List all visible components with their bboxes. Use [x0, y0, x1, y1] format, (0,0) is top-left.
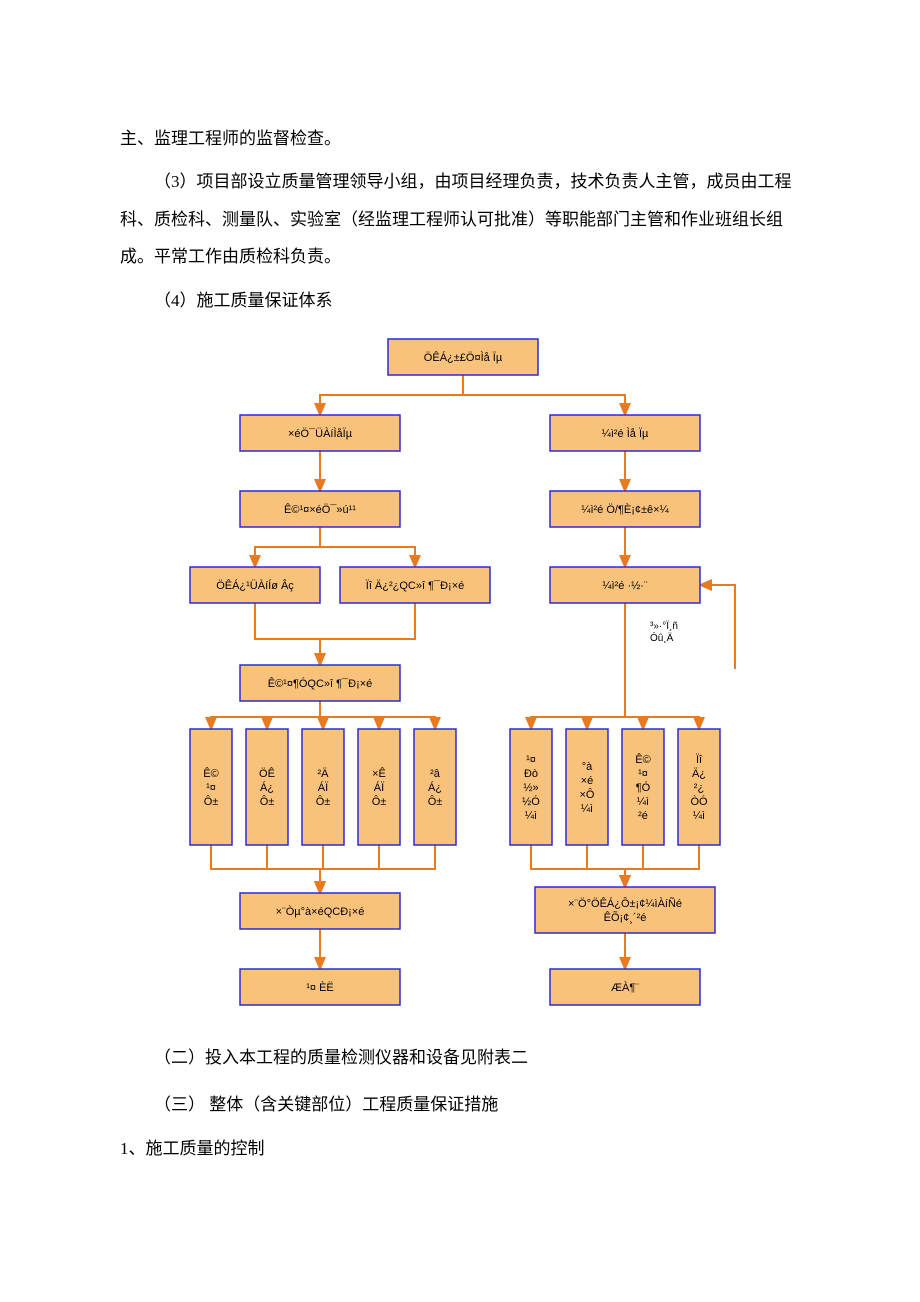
flowchart-node-LB2: ÖÊÁ¿Ô± — [246, 729, 288, 845]
edge — [700, 585, 735, 669]
svg-text:×¨Òµ°à×éQCÐ¡×é: ×¨Òµ°à×éQCÐ¡×é — [276, 905, 365, 918]
edge — [625, 603, 643, 729]
heading-2: （二）投入本工程的质量检测仪器和设备见附表二 — [120, 1039, 800, 1076]
svg-text:¹¤ ÈË: ¹¤ ÈË — [306, 981, 334, 994]
flowchart-node-L2: Ê©¹¤×éÖ¯»ú¹¹ — [240, 491, 400, 527]
flowchart-node-R6: ÆÀ¶¨ — [550, 969, 700, 1005]
edge — [320, 701, 379, 729]
flowchart-node-R2: ¼ì²é Ö/¶È¡¢±ê×¼ — [550, 491, 700, 527]
feedback-label: ³»·°Ï¸ñÓû¸Ä — [650, 620, 678, 644]
flowchart-node-LB3: ²ÄÁÏÔ± — [302, 729, 344, 845]
edge — [320, 527, 415, 567]
flowchart-node-LB5: ²âÁ¿Ô± — [414, 729, 456, 845]
svg-text:ÆÀ¶¨: ÆÀ¶¨ — [611, 981, 639, 994]
flowchart-node-LB4: ×ÊÁÏÔ± — [358, 729, 400, 845]
svg-text:ÖÊÁ¿±£Ö¤Ìå Ïµ: ÖÊÁ¿±£Ö¤Ìå Ïµ — [424, 351, 503, 364]
edge — [255, 603, 320, 665]
edge — [587, 603, 625, 729]
flowchart-node-L3b: Ïî Ä¿²¿QC»î ¶¯Ð¡×é — [340, 567, 490, 603]
edge — [587, 845, 625, 887]
flowchart-node-L3a: ÖÊÁ¿¹ÜÀíÍø Âç — [190, 567, 320, 603]
edge — [320, 375, 463, 415]
edge — [320, 603, 415, 665]
svg-text:²ÄÁÏÔ±: ²ÄÁÏÔ± — [316, 768, 331, 808]
svg-text:¼ì²é Ìå Ïµ: ¼ì²é Ìå Ïµ — [602, 427, 649, 440]
flowchart-node-RB3: Ê©¹¤¶Ó¼ì²é — [622, 729, 664, 845]
svg-text:Ïî Ä¿²¿QC»î ¶¯Ð¡×é: Ïî Ä¿²¿QC»î ¶¯Ð¡×é — [366, 580, 464, 592]
edge — [463, 375, 625, 415]
svg-text:Ê©¹¤×éÖ¯»ú¹¹: Ê©¹¤×éÖ¯»ú¹¹ — [284, 503, 356, 516]
flowchart-node-L1: ×éÖ¯ÜÀíÌåÏµ — [240, 415, 400, 451]
paragraph-2: （3）项目部设立质量管理领导小组，由项目经理负责，技术负责人主管，成员由工程科、… — [120, 163, 800, 275]
edge — [625, 845, 643, 887]
edge — [320, 845, 435, 893]
svg-text:¼ì²é Ö/¶È¡¢±ê×¼: ¼ì²é Ö/¶È¡¢±ê×¼ — [581, 503, 669, 516]
svg-text:×ÊÁÏÔ±: ×ÊÁÏÔ± — [372, 767, 387, 808]
flowchart-node-R5: ×¨Ö°ÖÊÁ¿Ô±¡¢¼ìÀíÑéÊÕ¡¢¸´²é — [535, 887, 715, 933]
svg-text:ÖÊÁ¿Ô±: ÖÊÁ¿Ô± — [259, 767, 275, 808]
edge — [320, 701, 435, 729]
flowchart-node-RB4: ÏîÄ¿²¿ÒÓ¼ì — [678, 729, 720, 845]
edge — [531, 845, 625, 887]
paragraph-1: 主、监理工程师的监督检查。 — [120, 120, 800, 157]
svg-text:ÖÊÁ¿¹ÜÀíÍø Âç: ÖÊÁ¿¹ÜÀíÍø Âç — [216, 579, 294, 592]
edge — [625, 845, 699, 887]
edge — [255, 527, 320, 567]
svg-text:×éÖ¯ÜÀíÌåÏµ: ×éÖ¯ÜÀíÌåÏµ — [288, 427, 353, 440]
document-page: 主、监理工程师的监督检查。 （3）项目部设立质量管理领导小组，由项目经理负责，技… — [0, 0, 920, 1233]
edge — [267, 845, 320, 893]
edge — [531, 603, 625, 729]
flowchart-node-L6: ¹¤ ÈË — [240, 969, 400, 1005]
edge — [267, 701, 320, 729]
flowchart-node-R1: ¼ì²é Ìå Ïµ — [550, 415, 700, 451]
flowchart-node-L5: ×¨Òµ°à×éQCÐ¡×é — [240, 893, 400, 929]
svg-text:¼ì²é ·½·¨: ¼ì²é ·½·¨ — [602, 580, 648, 592]
heading-3: （三） 整体（含关键部位）工程质量保证措施 — [120, 1086, 800, 1123]
flowchart-node-R3: ¼ì²é ·½·¨ — [550, 567, 700, 603]
paragraph-4: 1、施工质量的控制 — [120, 1130, 800, 1167]
paragraph-3: （4）施工质量保证体系 — [120, 282, 800, 319]
edge — [211, 701, 320, 729]
flowchart-node-RB2: °à×é×Ô¼ì — [566, 729, 608, 845]
flowchart-container: ÖÊÁ¿±£Ö¤Ìå Ïµ ×éÖ¯ÜÀíÌåÏµ ¼ì²é Ìå Ïµ Ê©¹¤×é… — [120, 329, 800, 1019]
flowchart-node-L4: Ê©¹¤¶ÓQC»î ¶¯Ð¡×é — [240, 665, 400, 701]
flowchart-node-top: ÖÊÁ¿±£Ö¤Ìå Ïµ — [388, 339, 538, 375]
flowchart-node-LB1: Ê©¹¤Ô± — [190, 729, 232, 845]
svg-text:Ê©¹¤¶ÓQC»î ¶¯Ð¡×é: Ê©¹¤¶ÓQC»î ¶¯Ð¡×é — [268, 677, 373, 690]
quality-system-flowchart: ÖÊÁ¿±£Ö¤Ìå Ïµ ×éÖ¯ÜÀíÌåÏµ ¼ì²é Ìå Ïµ Ê©¹¤×é… — [180, 329, 740, 1019]
flowchart-node-RB1: ¹¤Ðò½»½Ó¼ì — [510, 729, 552, 845]
